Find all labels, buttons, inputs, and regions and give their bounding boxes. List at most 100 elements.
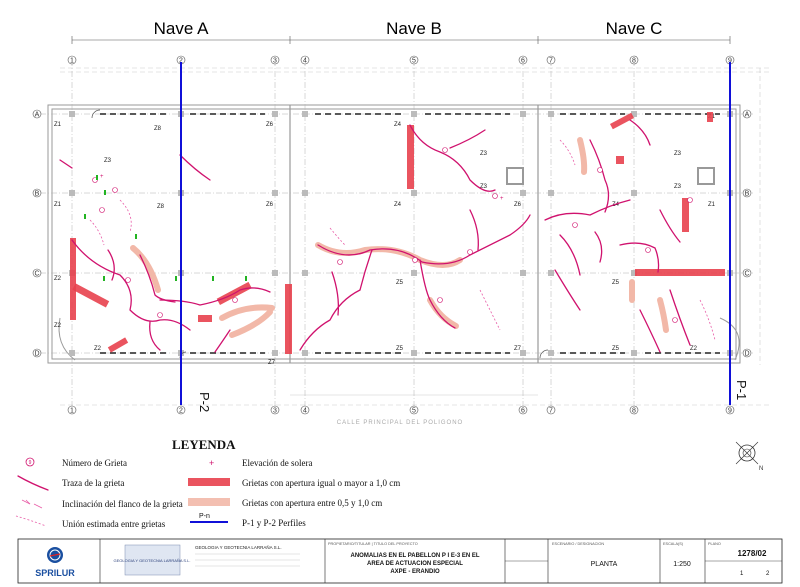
zone-z5-b: Z5 — [396, 346, 404, 352]
zone-z6-a: Z6 — [266, 122, 274, 128]
doors — [91, 109, 549, 359]
zone-z3-d: Z3 — [674, 151, 682, 157]
zone-z5-a: Z5 — [396, 280, 404, 286]
company-name: GEOLOGIA Y GEOTECNIA LARRAÑA S.L. — [195, 544, 282, 550]
axis-bottom-5: 5 — [412, 408, 416, 415]
axis-bottom-4: 4 — [303, 408, 307, 415]
zone-labels: Z1 Z8 Z6 Z3 Z1 Z8 Z6 Z2 Z2 Z2 Z7 Z4 Z3 Z… — [54, 114, 716, 366]
elevation-plus-2: + — [500, 196, 504, 202]
axis-top-5: 5 — [412, 58, 416, 65]
axis-top-4: 4 — [303, 58, 307, 65]
zone-z6-c: Z6 — [514, 202, 522, 208]
legend-title: LEYENDA — [172, 437, 236, 452]
legend-item-crack-trace: Traza de la grieta — [62, 478, 124, 488]
zone-z2-f: Z2 — [690, 346, 698, 352]
crack-number-symbol-text: 9 — [29, 460, 32, 466]
profile-p1-label: P-1 — [734, 380, 749, 400]
axis-top-3: 3 — [273, 58, 277, 65]
zone-z1-a: Z1 — [54, 122, 62, 128]
zone-z4-c: Z4 — [612, 202, 620, 208]
bottom-axis-bubbles: 1 2 3 4 5 6 7 8 9 — [67, 405, 735, 415]
letter-axis-bubbles: A B C D A B C D — [32, 109, 752, 358]
zone-z5-d: Z5 — [612, 346, 620, 352]
plan-number: 1278/02 — [738, 549, 767, 558]
wide-crack-symbol — [188, 478, 230, 486]
designation-header: ESCENARIO / DESIGNACION — [552, 542, 604, 546]
structural-grid — [40, 60, 755, 410]
sheet-total: 2 — [766, 571, 770, 577]
project-title-line2: AREA DE ACTUACION ESPECIAL — [367, 561, 463, 567]
project-title-line1: ANOMALIAS EN EL PABELLON P I E-3 EN EL — [350, 553, 479, 559]
profile-sample-text: P-n — [199, 513, 210, 520]
legend-item-inclination: Inclinación del flanco de la grieta — [62, 499, 183, 509]
zone-z1-c: Z1 — [708, 202, 716, 208]
sprilur-logo-text: SPRILUR — [35, 568, 75, 578]
elevation-symbol: + — [209, 458, 214, 468]
designation: PLANTA — [591, 561, 618, 568]
zone-z3-c: Z3 — [480, 184, 488, 190]
inclination-symbol — [21, 499, 43, 509]
zone-z3-b: Z3 — [480, 151, 488, 157]
nave-a-label: Nave A — [154, 19, 209, 38]
axis-left-d: D — [34, 351, 39, 358]
dimension-lines — [71, 36, 731, 44]
zone-z8-a: Z8 — [154, 126, 162, 132]
zone-z3-e: Z3 — [674, 184, 682, 190]
wide-cracks — [70, 112, 725, 354]
building-outline — [47, 67, 770, 406]
project-title-line3: AXPE - ERANDIO — [390, 569, 440, 575]
zone-z3-a: Z3 — [104, 158, 112, 164]
compass-north-label: N — [759, 466, 763, 472]
scale-header: ESCALA(S) — [663, 542, 684, 546]
crack-number-symbol — [25, 457, 35, 467]
equipment-boxes — [506, 167, 715, 185]
profile-p2: P-2 — [180, 62, 212, 412]
axis-left-b: B — [35, 191, 40, 198]
axis-bottom-6: 6 — [521, 408, 525, 415]
axis-bottom-1: 1 — [70, 408, 74, 415]
zone-z4-a: Z4 — [394, 122, 402, 128]
nave-b-label: Nave B — [386, 19, 442, 38]
axis-top-7: 7 — [549, 58, 553, 65]
axis-top-1: 1 — [70, 58, 74, 65]
legend-item-elevation: Elevación de solera — [242, 458, 312, 468]
north-compass: N — [735, 441, 763, 472]
nave-c-label: Nave C — [606, 19, 663, 38]
axis-bottom-8: 8 — [632, 408, 636, 415]
axis-bottom-9: 9 — [728, 408, 732, 415]
crack-trace-symbol — [17, 475, 49, 491]
axis-right-d: D — [744, 351, 749, 358]
zone-z2-d: Z2 — [54, 323, 62, 329]
title-block: SPRILUR GEOLOGIA Y GEOTECNIA LARRAÑA S.L… — [17, 538, 783, 584]
top-axis-bubbles: 1 2 3 4 5 6 7 8 9 — [67, 55, 735, 65]
zone-z6-b: Z6 — [266, 202, 274, 208]
axis-bottom-2: 2 — [179, 408, 183, 415]
axis-top-8: 8 — [632, 58, 636, 65]
mid-crack-symbol — [188, 498, 230, 506]
company-logo-box — [124, 544, 181, 576]
legend-item-wide-crack: Grietas con apertura igual o mayor a 1,0… — [242, 478, 400, 488]
axis-top-9: 9 — [728, 58, 732, 65]
axis-right-a: A — [745, 112, 750, 119]
zone-z2-e: Z2 — [94, 346, 102, 352]
axis-left-a: A — [35, 112, 40, 119]
columns — [69, 111, 733, 356]
elevation-markers: + + — [100, 174, 504, 202]
axis-right-b: B — [745, 191, 750, 198]
zone-z1-b: Z1 — [54, 202, 62, 208]
sheet-number: 1 — [740, 571, 744, 577]
zone-z7-a: Z7 — [268, 360, 276, 366]
zone-z4-b: Z4 — [394, 202, 402, 208]
legend-item-profiles: P-1 y P-2 Perfiles — [242, 518, 306, 528]
legend: LEYENDA 9 Número de Grieta Traza de la g… — [15, 437, 400, 529]
axis-top-6: 6 — [521, 58, 525, 65]
crack-number-markers — [92, 147, 693, 323]
zone-z2-c: Z2 — [54, 276, 62, 282]
profile-p2-label: P-2 — [197, 392, 212, 412]
crack-traces — [59, 119, 691, 353]
axis-left-c: C — [34, 271, 39, 278]
elevation-plus-1: + — [100, 174, 104, 180]
legend-item-union: Unión estimada entre grietas — [62, 519, 166, 529]
crack-unions — [89, 139, 716, 341]
